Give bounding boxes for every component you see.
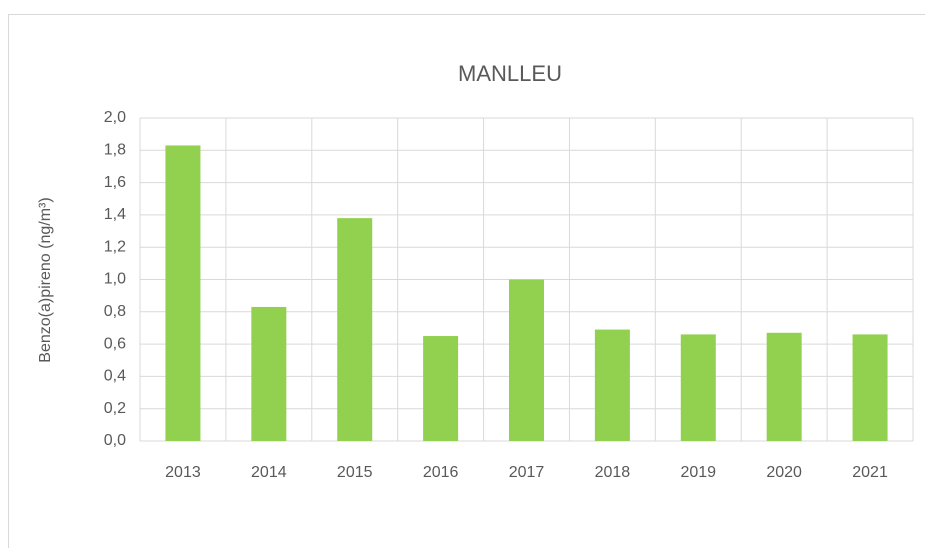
bar <box>680 334 716 441</box>
y-axis-label: Benzo(a)pireno (ng/m³) <box>37 197 54 362</box>
y-tick-label: 0,6 <box>104 335 126 352</box>
y-tick-label: 0,2 <box>104 400 126 417</box>
bar <box>852 334 888 441</box>
bar <box>165 145 201 441</box>
x-tick-label: 2018 <box>595 464 631 481</box>
y-tick-label: 0,4 <box>104 368 126 385</box>
chart-border <box>8 14 925 548</box>
y-tick-label: 0,0 <box>104 432 126 449</box>
bar <box>509 279 544 441</box>
x-tick-label: 2019 <box>680 464 716 481</box>
x-tick-label: 2015 <box>337 464 373 481</box>
y-tick-label: 0,8 <box>104 303 126 320</box>
bar <box>423 336 459 441</box>
x-tick-label: 2016 <box>423 464 459 481</box>
bar <box>594 329 630 441</box>
y-tick-label: 2,0 <box>104 109 126 126</box>
bar <box>337 218 373 441</box>
y-tick-label: 1,8 <box>104 142 126 159</box>
x-tick-label: 2020 <box>766 464 802 481</box>
y-tick-label: 1,4 <box>104 206 126 223</box>
bar <box>766 332 802 441</box>
x-tick-label: 2014 <box>251 464 287 481</box>
x-tick-label: 2021 <box>852 464 888 481</box>
y-tick-label: 1,2 <box>104 238 126 255</box>
chart-title: MANLLEU <box>458 61 562 86</box>
x-tick-label: 2017 <box>509 464 545 481</box>
y-tick-label: 1,6 <box>104 174 126 191</box>
x-tick-label: 2013 <box>165 464 201 481</box>
y-tick-label: 1,0 <box>104 271 126 288</box>
bar <box>251 306 287 441</box>
